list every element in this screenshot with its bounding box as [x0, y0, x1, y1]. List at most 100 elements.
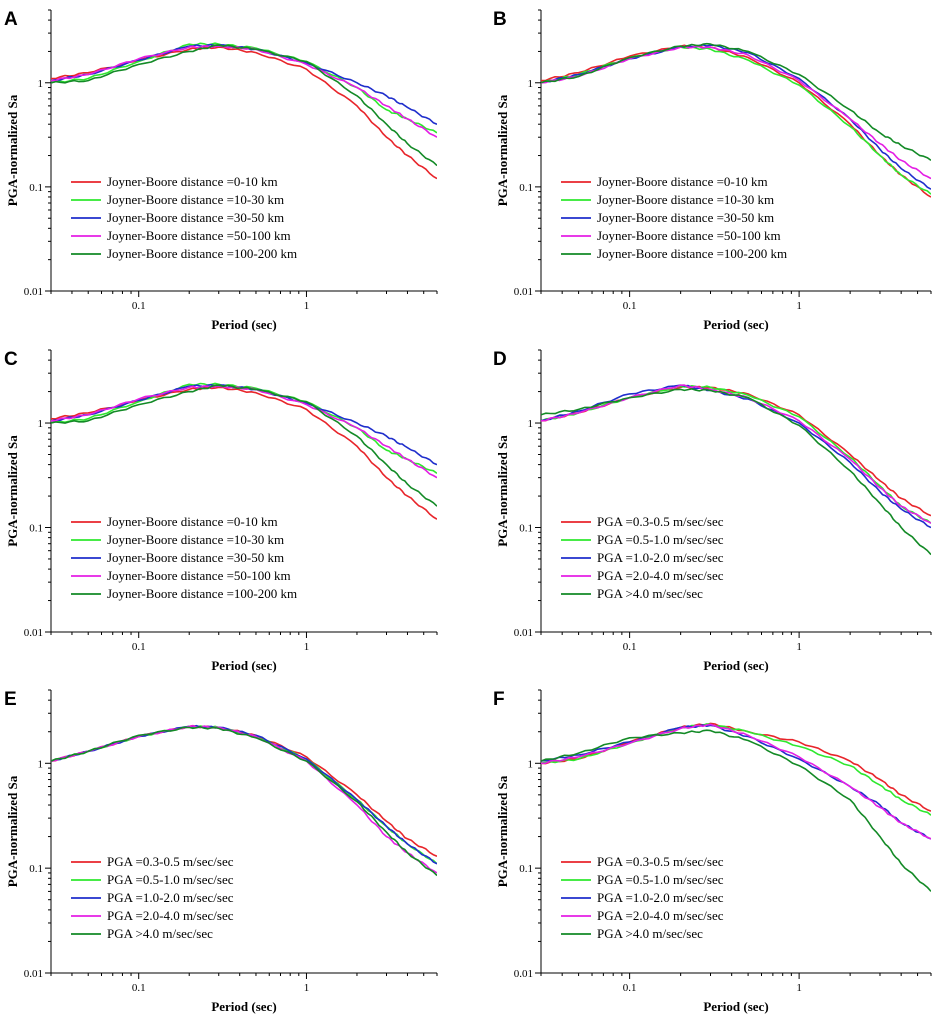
- series-group: [51, 382, 437, 520]
- legend-label: PGA >4.0 m/sec/sec: [597, 926, 703, 941]
- panel-a: A 0.1 1 0.01 0.1 1 Period (sec) PGA-normalized …: [4, 9, 438, 332]
- legend: Joyner-Boore distance =0-10 km Joyner-Boo…: [71, 174, 297, 261]
- x-tick-label: 0.1: [623, 641, 637, 653]
- panel-b: B 0.1 1 0.01 0.1 1 Period (sec) PGA-normalized …: [493, 9, 932, 332]
- x-tick-label: 1: [796, 982, 802, 994]
- series-line-4: [541, 723, 931, 840]
- x-tick-label: 1: [796, 300, 802, 312]
- y-tick-label: 0.01: [24, 968, 43, 980]
- y-tick-label: 0.01: [24, 286, 43, 298]
- y-axis-title: PGA-normalized Sa: [5, 94, 20, 206]
- series-line-5: [51, 726, 437, 877]
- legend-label: Joyner-Boore distance =30-50 km: [107, 210, 284, 225]
- y-axis-title: PGA-normalized Sa: [495, 94, 510, 206]
- y-tick-label: 0.1: [519, 182, 533, 194]
- series-line-2: [51, 725, 437, 865]
- legend-label: PGA =0.3-0.5 m/sec/sec: [597, 514, 724, 529]
- legend-label: Joyner-Boore distance =100-200 km: [107, 586, 297, 601]
- series-line-4: [51, 725, 437, 874]
- legend-label: Joyner-Boore distance =10-30 km: [597, 192, 774, 207]
- series-line-2: [51, 382, 437, 474]
- legend-label: Joyner-Boore distance =50-100 km: [107, 568, 291, 583]
- series-group: [51, 42, 437, 180]
- x-tick-label: 1: [304, 982, 310, 994]
- y-tick-label: 0.1: [29, 523, 43, 535]
- series-line-3: [541, 384, 931, 529]
- y-tick-label: 1: [38, 78, 44, 90]
- legend: Joyner-Boore distance =0-10 km Joyner-Boo…: [561, 174, 787, 261]
- y-axis-title: PGA-normalized Sa: [495, 435, 510, 547]
- legend-label: PGA =1.0-2.0 m/sec/sec: [597, 550, 724, 565]
- series-line-3: [51, 724, 437, 865]
- panel-label: F: [493, 689, 505, 710]
- series-line-2: [541, 46, 931, 195]
- legend-label: Joyner-Boore distance =50-100 km: [597, 228, 781, 243]
- legend-label: PGA =0.5-1.0 m/sec/sec: [597, 872, 724, 887]
- x-tick-label: 0.1: [132, 300, 146, 312]
- y-tick-label: 1: [528, 418, 534, 430]
- x-tick-label: 0.1: [132, 982, 146, 994]
- y-tick-label: 0.1: [29, 863, 43, 875]
- series-group: [541, 384, 931, 556]
- series-line-4: [51, 45, 437, 138]
- legend-label: Joyner-Boore distance =10-30 km: [107, 532, 284, 547]
- legend-label: PGA =0.5-1.0 m/sec/sec: [107, 872, 234, 887]
- series-line-3: [51, 43, 437, 125]
- series-line-5: [541, 42, 931, 161]
- legend-label: PGA =1.0-2.0 m/sec/sec: [107, 890, 234, 905]
- series-group: [51, 724, 437, 877]
- legend-label: Joyner-Boore distance =0-10 km: [107, 174, 278, 189]
- legend-label: Joyner-Boore distance =100-200 km: [107, 246, 297, 261]
- legend-label: Joyner-Boore distance =30-50 km: [107, 550, 284, 565]
- legend-label: Joyner-Boore distance =100-200 km: [597, 246, 787, 261]
- legend-label: PGA >4.0 m/sec/sec: [597, 586, 703, 601]
- legend-label: PGA =0.3-0.5 m/sec/sec: [597, 854, 724, 869]
- x-axis-title: Period (sec): [211, 658, 276, 673]
- y-tick-label: 0.01: [514, 627, 533, 639]
- y-tick-label: 1: [38, 758, 44, 770]
- legend-label: PGA >4.0 m/sec/sec: [107, 926, 213, 941]
- x-axis-title: Period (sec): [703, 999, 768, 1014]
- panel-label: E: [4, 689, 17, 710]
- legend: PGA =0.3-0.5 m/sec/sec PGA =0.5-1.0 m/sec…: [561, 514, 724, 601]
- series-line-2: [51, 42, 437, 134]
- y-tick-label: 0.1: [519, 523, 533, 535]
- series-group: [541, 722, 931, 892]
- x-axis-title: Period (sec): [211, 999, 276, 1014]
- legend-label: PGA =1.0-2.0 m/sec/sec: [597, 890, 724, 905]
- x-axis-title: Period (sec): [703, 658, 768, 673]
- series-line-1: [51, 46, 437, 180]
- panel-e: E 0.1 1 0.01 0.1 1 Period (sec) PGA-normalized …: [4, 689, 438, 1014]
- series-line-5: [541, 388, 931, 556]
- legend-label: PGA =2.0-4.0 m/sec/sec: [107, 908, 234, 923]
- y-tick-label: 0.01: [514, 968, 533, 980]
- x-tick-label: 0.1: [623, 982, 637, 994]
- panel-label: B: [493, 9, 507, 30]
- legend-label: PGA =0.3-0.5 m/sec/sec: [107, 854, 234, 869]
- legend-label: PGA =2.0-4.0 m/sec/sec: [597, 568, 724, 583]
- series-line-4: [541, 384, 931, 524]
- y-tick-label: 0.1: [519, 863, 533, 875]
- y-tick-label: 1: [528, 758, 534, 770]
- x-axis-title: Period (sec): [703, 317, 768, 332]
- series-group: [541, 42, 931, 198]
- series-line-2: [541, 723, 931, 816]
- panel-c: C 0.1 1 0.01 0.1 1 Period (sec) PGA-normalized …: [4, 349, 438, 673]
- legend-label: Joyner-Boore distance =0-10 km: [107, 514, 278, 529]
- legend-label: Joyner-Boore distance =30-50 km: [597, 210, 774, 225]
- y-tick-label: 0.1: [29, 182, 43, 194]
- y-tick-label: 0.01: [514, 286, 533, 298]
- legend-label: PGA =0.5-1.0 m/sec/sec: [597, 532, 724, 547]
- legend-label: Joyner-Boore distance =10-30 km: [107, 192, 284, 207]
- legend-label: Joyner-Boore distance =50-100 km: [107, 228, 291, 243]
- panel-f: F 0.1 1 0.01 0.1 1 Period (sec) PGA-normalized …: [493, 689, 932, 1014]
- x-tick-label: 1: [304, 300, 310, 312]
- series-line-4: [51, 385, 437, 479]
- series-line-5: [541, 729, 931, 892]
- panel-label: D: [493, 349, 507, 370]
- legend-label: PGA =2.0-4.0 m/sec/sec: [597, 908, 724, 923]
- panel-d: D 0.1 1 0.01 0.1 1 Period (sec) PGA-normalized …: [493, 349, 932, 673]
- x-tick-label: 0.1: [623, 300, 637, 312]
- series-line-1: [51, 386, 437, 520]
